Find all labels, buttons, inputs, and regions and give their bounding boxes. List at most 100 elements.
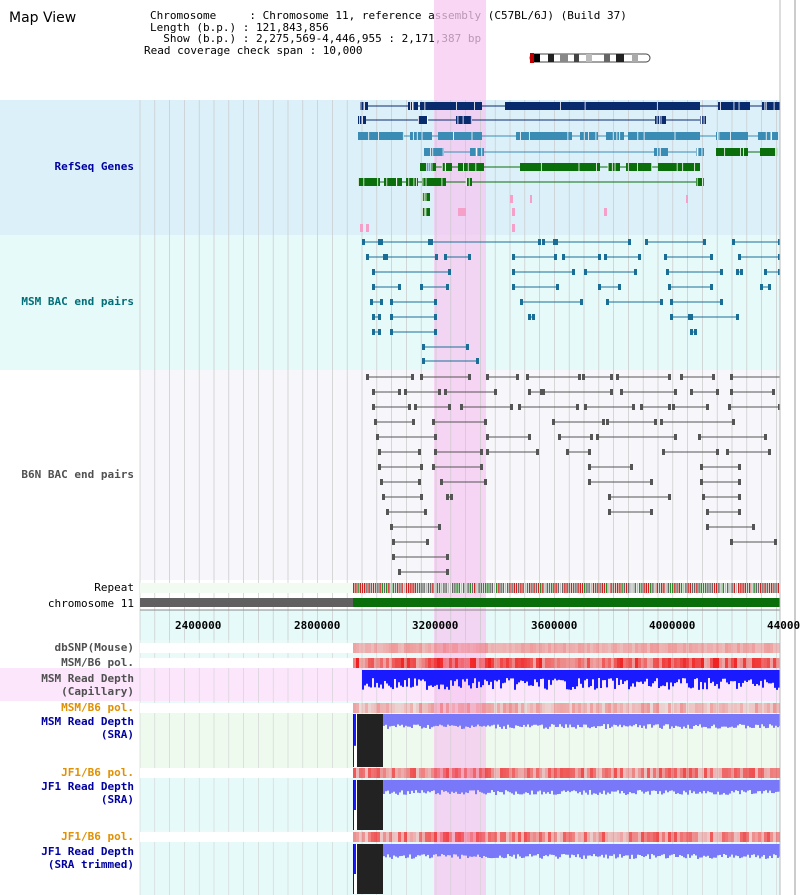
dbsnp-heat xyxy=(503,643,506,653)
axis-tick-label: 2400000 xyxy=(175,619,222,632)
dbsnp-heat xyxy=(563,643,566,653)
repeat-element xyxy=(636,583,639,593)
track-label-b6n-bac[interactable]: B6N BAC end pairs xyxy=(21,468,134,481)
track-label-msm-b6-pol-2[interactable]: MSM/B6 pol. xyxy=(61,701,134,714)
jf1-trim-depth-bar xyxy=(447,844,449,856)
jf1-pol2-heat xyxy=(512,832,515,842)
jf1-trim-depth-bar xyxy=(393,844,395,856)
jf1-sra-depth-bar xyxy=(531,780,533,791)
msm-cap-depth-bar xyxy=(446,670,448,687)
msm-pol2-heat xyxy=(692,703,695,713)
jf1-sra-depth-bar xyxy=(577,780,579,794)
jf1-pol-heat xyxy=(536,768,539,778)
jf1-trim-depth-bar xyxy=(445,844,447,857)
msm-cap-depth-bar xyxy=(718,670,720,689)
jf1-trim-depth-bar xyxy=(671,844,673,855)
jf1-pol2-heat xyxy=(359,832,362,842)
msm-pol2-heat xyxy=(707,703,710,713)
msm-sra-depth-bar xyxy=(595,714,597,728)
b6n-bac-pair-end xyxy=(596,434,599,440)
msm-pol2-heat xyxy=(434,703,437,713)
repeat-element xyxy=(537,583,540,593)
repeat-element xyxy=(423,583,425,593)
jf1-pol-heat xyxy=(575,768,578,778)
jf1-sra-depth-bar xyxy=(487,780,489,793)
msm-sra-depth-bar xyxy=(403,714,405,728)
msm-cap-depth-bar xyxy=(476,670,478,688)
track-label-jf1-depth-trim[interactable]: JF1 Read Depth xyxy=(41,845,134,858)
msm-pol2-heat xyxy=(383,703,386,713)
msm-sra-depth-bar xyxy=(643,714,645,726)
dbsnp-heat xyxy=(584,643,587,653)
msm-pol2-heat xyxy=(689,703,692,713)
jf1-trim-depth-bar xyxy=(421,844,423,855)
b6n-bac-pair-end xyxy=(411,374,414,380)
msm-pol-heat xyxy=(515,658,518,668)
b6n-bac-pair-end xyxy=(480,449,483,455)
b6n-bac-pair-end xyxy=(654,419,657,425)
jf1-sra-depth-bar xyxy=(481,780,483,793)
gene-exon xyxy=(410,132,432,140)
repeat-element xyxy=(658,583,661,593)
b6n-bac-pair-end xyxy=(392,539,395,545)
jf1-trim-depth-bar xyxy=(385,844,387,858)
track-label-jf1-pol-2[interactable]: JF1/B6 pol. xyxy=(61,830,134,843)
jf1-pol-heat xyxy=(605,768,608,778)
repeat-element xyxy=(388,583,390,593)
msm-cap-depth-bar xyxy=(748,670,750,681)
jf1-sra-depth-bar xyxy=(689,780,691,791)
msm-bac-pair-end xyxy=(598,284,601,290)
b6n-bac-pair-end xyxy=(540,389,543,395)
jf1-pol-heat xyxy=(692,768,695,778)
msm-cap-depth-bar xyxy=(440,670,442,685)
msm-pol2-heat xyxy=(665,703,668,713)
msm-pol2-heat xyxy=(455,703,458,713)
b6n-bac-pair-end xyxy=(738,509,741,515)
jf1-pol-heat xyxy=(509,768,512,778)
msm-cap-depth-bar xyxy=(420,670,422,681)
msm-sra-depth-bar xyxy=(389,714,391,727)
msm-sra-depth-bar xyxy=(511,714,513,728)
jf1-pol-heat xyxy=(422,768,425,778)
track-label-dbsnp[interactable]: dbSNP(Mouse) xyxy=(54,641,134,654)
repeat-element xyxy=(694,583,696,593)
track-label-jf1-depth-sra[interactable]: JF1 Read Depth xyxy=(41,780,134,793)
msm-pol-heat xyxy=(389,658,392,668)
jf1-trim-depth-bar xyxy=(681,844,683,856)
jf1-pol2-heat xyxy=(434,832,437,842)
repeat-element xyxy=(544,583,546,593)
jf1-trim-depth-bar xyxy=(635,844,637,859)
msm-pol2-heat xyxy=(650,703,653,713)
msm-cap-depth-bar xyxy=(556,670,558,681)
jf1-pol-heat xyxy=(419,768,422,778)
repeat-element xyxy=(430,583,432,593)
track-label-refseq[interactable]: RefSeq Genes xyxy=(54,160,134,173)
dbsnp-heat xyxy=(389,643,392,653)
b6n-bac-pair-end xyxy=(668,374,671,380)
msm-cap-depth-bar xyxy=(714,670,716,686)
msm-pol2-heat xyxy=(437,703,440,713)
jf1-pol2-heat xyxy=(737,832,740,842)
b6n-bac-pair-end xyxy=(700,464,703,470)
track-label-msm-depth-cap[interactable]: MSM Read Depth xyxy=(41,672,134,685)
msm-cap-depth-bar xyxy=(528,670,530,686)
msm-pol2-heat xyxy=(545,703,548,713)
msm-pol-heat xyxy=(656,658,659,668)
msm-cap-depth-bar xyxy=(662,670,664,686)
track-label-msm-depth-sra[interactable]: MSM Read Depth xyxy=(41,715,134,728)
msm-bac-pair-end xyxy=(703,239,706,245)
gene-feature-small xyxy=(510,195,513,203)
b6n-bac-pair-end xyxy=(606,419,609,425)
b6n-bac-pair-end xyxy=(558,434,561,440)
dbsnp-heat xyxy=(548,643,551,653)
jf1-trim-depth-bar xyxy=(441,844,443,855)
b6n-bac-pair-end xyxy=(584,404,587,410)
track-label-msm-b6-pol[interactable]: MSM/B6 pol. xyxy=(61,656,134,669)
msm-pol2-heat xyxy=(515,703,518,713)
msm-bac-pair-end xyxy=(740,269,743,275)
track-label-jf1-pol[interactable]: JF1/B6 pol. xyxy=(61,766,134,779)
track-label-msm-bac[interactable]: MSM BAC end pairs xyxy=(21,295,134,308)
axis-tick-label: 2800000 xyxy=(294,619,341,632)
jf1-pol-heat xyxy=(413,768,416,778)
